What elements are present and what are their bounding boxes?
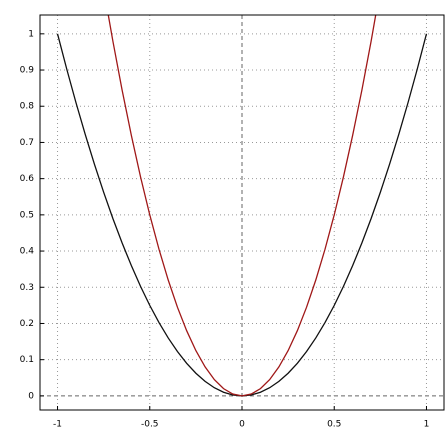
- x-tick-label: 0: [239, 420, 245, 430]
- y-tick-label: 0.6: [20, 174, 35, 184]
- y-tick-label: 0: [28, 391, 34, 401]
- y-tick-label: 0.3: [20, 283, 34, 293]
- x-tick-label: 1: [424, 420, 430, 430]
- y-tick-label: 0.4: [20, 247, 35, 257]
- x-tick-label: -0.5: [141, 420, 159, 430]
- y-tick-label: 1: [28, 29, 34, 39]
- line-series: [107, 15, 377, 397]
- y-tick-label: 0.1: [20, 355, 34, 365]
- x-tick-label: -1: [53, 420, 62, 430]
- y-tick-label: 0.7: [20, 138, 34, 148]
- y-tick-label: 0.9: [20, 66, 35, 76]
- y-tick-label: 0.8: [20, 102, 35, 112]
- y-tick-label: 0.2: [20, 319, 34, 329]
- x-tick-label: 0.5: [327, 420, 341, 430]
- plot-frame: [39, 14, 445, 411]
- y-tick-label: 0.5: [20, 210, 34, 220]
